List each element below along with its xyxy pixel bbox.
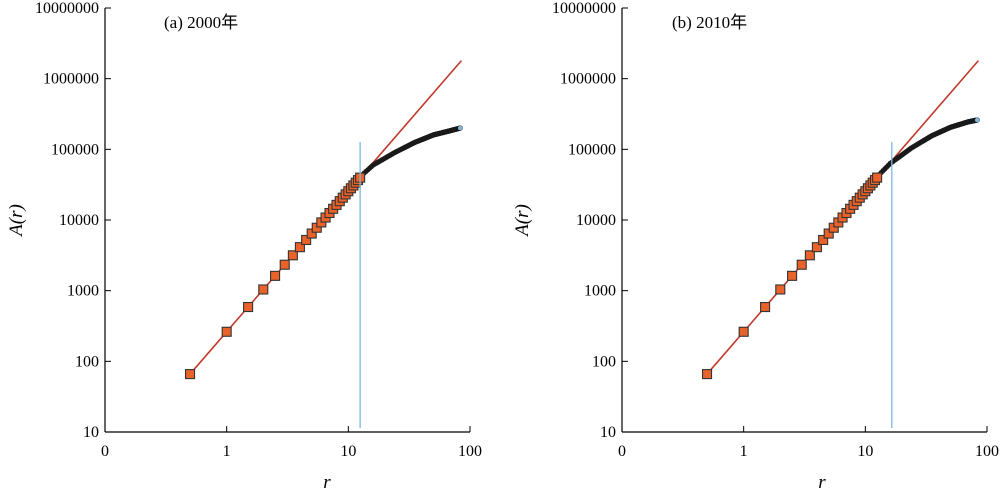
panel-a-xlabel: r — [323, 472, 331, 489]
x-tick-label: 10 — [340, 443, 356, 460]
x-tick-label: 0 — [101, 443, 109, 460]
data-point — [294, 242, 305, 253]
data-point — [243, 301, 254, 313]
panel-a-title: (a) 2000年 — [164, 13, 238, 32]
data-layer — [184, 60, 463, 380]
x-tick-label: 10 — [857, 443, 873, 460]
y-tick-label: 100 — [75, 353, 99, 370]
y-tick-label: 1000 — [67, 283, 99, 300]
x-tick-label: 1 — [223, 443, 231, 460]
x-tick-label: 1 — [740, 443, 748, 460]
panel-b: (b) 2010年 A(r) r 10100100010000100000100… — [512, 0, 999, 489]
data-point — [287, 250, 298, 261]
x-tick-label: 100 — [458, 443, 482, 460]
data-point — [270, 270, 281, 281]
y-tick-label: 10000 — [59, 212, 99, 229]
panel-b-plot: 10 100 1000 10000 100000 1000000 10000000 0 1 10 1… — [552, 0, 999, 460]
y-tick-label: 100000 — [568, 141, 616, 158]
y-tick-label: 10000000 — [35, 0, 99, 17]
data-point — [279, 259, 290, 270]
tail-end-point — [457, 125, 463, 131]
data-point — [872, 172, 883, 183]
panel-a-ylabel-text: A(r) — [6, 204, 27, 238]
data-point — [787, 270, 798, 281]
data-point — [701, 369, 713, 380]
x-tick-label: 100 — [975, 443, 999, 460]
panel-a-ylabel: A(r) — [6, 204, 27, 238]
panel-b-xlabel: r — [818, 472, 826, 489]
data-point — [811, 242, 822, 253]
y-tick-label: 100 — [592, 353, 616, 370]
panel-b-ylabel: A(r) — [512, 204, 533, 238]
panel-a: (a) 2000年 A(r) r 10100100010000100000100… — [6, 0, 482, 489]
data-point — [796, 259, 807, 270]
data-point — [221, 326, 232, 337]
data-point — [775, 284, 786, 295]
panel-b-ylabel-text: A(r) — [512, 204, 533, 238]
data-point — [258, 284, 269, 295]
data-point — [301, 234, 312, 246]
data-point — [760, 301, 771, 313]
data-layer — [701, 60, 980, 380]
y-tick-label: 1000 — [584, 283, 616, 300]
panel-a-plot: 10 100 1000 10000 100000 1000000 10000000 0 1 10 1… — [35, 0, 482, 460]
y-tick-label: 1000000 — [560, 71, 616, 88]
data-point — [184, 369, 196, 380]
data-point — [738, 326, 749, 337]
x-tick-label: 0 — [618, 443, 626, 460]
tail-end-point — [974, 117, 980, 123]
y-tick-label: 1000000 — [43, 71, 99, 88]
y-tick-label: 10 — [83, 424, 99, 441]
y-tick-label: 10000 — [576, 212, 616, 229]
y-tick-label: 100000 — [51, 141, 99, 158]
y-tick-label: 10000000 — [552, 0, 616, 17]
y-tick-label: 10 — [600, 424, 616, 441]
panel-b-title: (b) 2010年 — [672, 13, 747, 32]
data-point — [818, 234, 829, 246]
data-point — [804, 250, 815, 261]
